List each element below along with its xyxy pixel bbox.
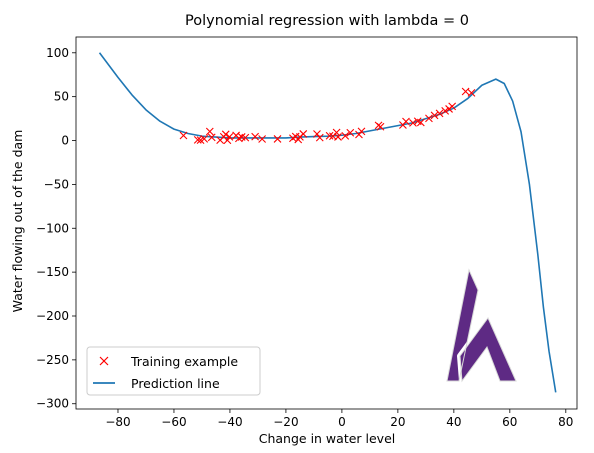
- data-point-stroke: [448, 102, 457, 111]
- data-point: [332, 128, 341, 137]
- data-point: [435, 109, 444, 118]
- x-tick-label: −60: [161, 415, 186, 429]
- data-point-stroke: [313, 130, 321, 138]
- data-point-stroke: [357, 127, 366, 136]
- data-point: [441, 106, 450, 115]
- data-point: [425, 114, 433, 123]
- legend-scatter-marker: [99, 356, 109, 366]
- legend-label-prediction: Prediction line: [131, 376, 220, 391]
- y-tick-label: −300: [36, 397, 69, 411]
- y-tick-label: 0: [61, 134, 69, 148]
- data-point: [221, 130, 230, 139]
- y-tick-label: −250: [36, 353, 69, 367]
- data-point-stroke: [334, 133, 342, 141]
- x-tick-label: 40: [446, 415, 461, 429]
- data-point: [205, 127, 214, 136]
- y-tick-label: −50: [44, 177, 69, 191]
- legend-label-training: Training example: [130, 354, 238, 369]
- y-tick-label: −150: [36, 265, 69, 279]
- data-point-stroke: [237, 133, 246, 141]
- data-point: [179, 131, 188, 140]
- x-tick-label: 0: [338, 415, 346, 429]
- y-tick-label: −200: [36, 309, 69, 323]
- plot-frame: [75, 36, 578, 410]
- data-point: [207, 133, 216, 142]
- data-point-stroke: [273, 135, 282, 143]
- x-tick-label: 80: [558, 415, 573, 429]
- x-tick-label: −20: [273, 415, 298, 429]
- data-point: [409, 119, 417, 127]
- data-point-stroke: [441, 106, 450, 115]
- data-point: [346, 128, 355, 137]
- x-tick-label: −80: [105, 415, 130, 429]
- data-point-stroke: [435, 109, 444, 118]
- data-point-stroke: [207, 133, 216, 142]
- data-point: [430, 111, 439, 120]
- data-point-stroke: [251, 132, 260, 141]
- data-point: [200, 134, 209, 143]
- data-point: [334, 133, 342, 141]
- data-point-stroke: [402, 117, 410, 126]
- data-point-stroke: [416, 118, 425, 127]
- data-point: [467, 88, 476, 97]
- data-point: [193, 135, 202, 144]
- data-point-stroke: [205, 127, 214, 136]
- data-point-stroke: [193, 135, 202, 144]
- x-tick-label: 20: [390, 415, 405, 429]
- data-point: [461, 87, 470, 96]
- data-point-stroke: [341, 131, 350, 140]
- legend: Training example Prediction line: [86, 346, 261, 396]
- data-point-stroke: [376, 122, 385, 131]
- data-point-stroke: [315, 133, 324, 142]
- data-point-stroke: [221, 130, 230, 139]
- data-point-stroke: [409, 119, 417, 127]
- data-point-stroke: [325, 131, 334, 140]
- y-axis-label: Water flowing out of the dam: [10, 130, 25, 313]
- data-point: [416, 118, 425, 127]
- x-tick-label: −40: [217, 415, 242, 429]
- data-point: [325, 131, 334, 140]
- data-point-stroke: [332, 128, 341, 137]
- legend-frame: [86, 346, 261, 396]
- data-point: [313, 130, 321, 138]
- y-tick-label: 50: [54, 90, 69, 104]
- x-axis-label: Change in water level: [259, 431, 396, 446]
- data-point: [402, 117, 410, 126]
- data-point-stroke: [430, 111, 439, 120]
- data-point-stroke: [299, 130, 308, 138]
- data-point-stroke: [179, 131, 188, 140]
- data-point-stroke: [467, 88, 476, 97]
- logo-watermark: [444, 267, 519, 384]
- data-point: [341, 131, 350, 140]
- data-point: [376, 122, 385, 131]
- data-point: [299, 130, 308, 138]
- data-point-stroke: [346, 128, 355, 137]
- data-point-stroke: [425, 114, 433, 123]
- data-point: [315, 133, 324, 142]
- x-tick-label: 60: [502, 415, 517, 429]
- data-point-stroke: [461, 87, 470, 96]
- data-point: [273, 135, 282, 143]
- data-point-stroke: [258, 135, 267, 143]
- data-point: [448, 102, 457, 111]
- data-point: [357, 127, 366, 136]
- data-point: [251, 132, 260, 141]
- y-tick-label: −100: [36, 221, 69, 235]
- data-point: [241, 133, 250, 142]
- data-point: [225, 132, 234, 141]
- data-point: [258, 135, 267, 143]
- y-tick-label: 100: [46, 46, 69, 60]
- data-point-stroke: [413, 117, 422, 126]
- chart-title: Polynomial regression with lambda = 0: [185, 13, 469, 29]
- data-point-stroke: [241, 133, 250, 142]
- prediction-line: [98, 52, 557, 393]
- data-point-stroke: [200, 134, 209, 143]
- data-point-stroke: [225, 132, 234, 141]
